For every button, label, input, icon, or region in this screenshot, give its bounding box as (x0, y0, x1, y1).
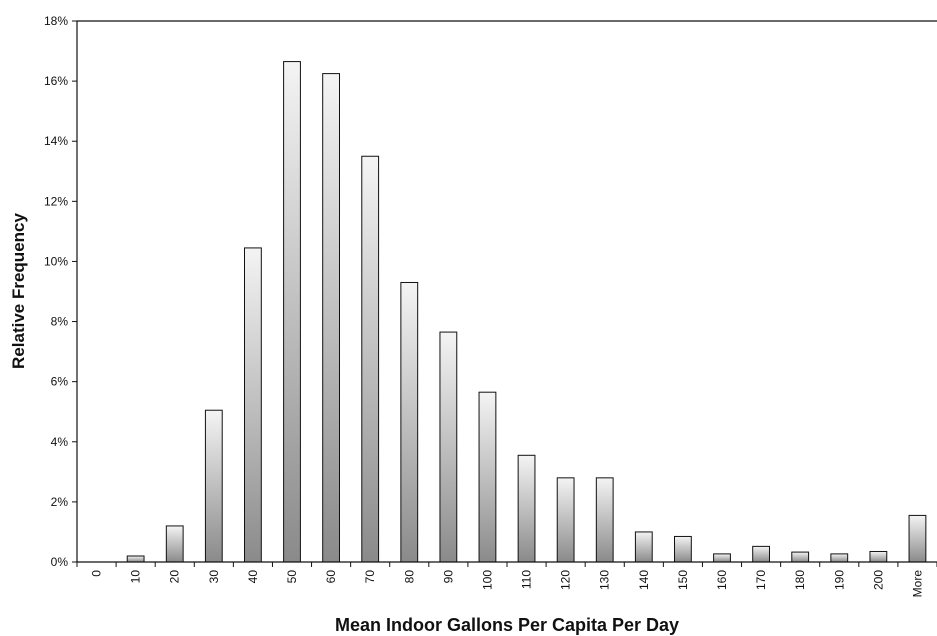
bar-70 (361, 155, 380, 563)
x-tick-label: 0 (90, 570, 104, 577)
y-tick-label: 6% (51, 375, 69, 389)
x-axis-title: Mean Indoor Gallons Per Capita Per Day (335, 615, 679, 635)
bar-More (908, 514, 927, 563)
bar-190 (830, 553, 849, 563)
y-axis-title: Relative Frequency (9, 213, 28, 369)
bar-20 (165, 525, 184, 563)
x-tick-label: 50 (285, 570, 299, 584)
x-tick-label: 170 (754, 570, 768, 590)
bar-110 (517, 454, 536, 563)
bar-160 (713, 553, 731, 563)
bar-170 (752, 545, 771, 563)
y-tick-label: 12% (44, 194, 68, 208)
x-tick-label: 180 (793, 570, 807, 590)
bar-90 (439, 331, 458, 563)
y-tick-label: 18% (44, 14, 68, 28)
y-tick-label: 8% (51, 315, 69, 329)
ticks-layer: 0% 2% 4% 6% 8% 10% 12% 14% 16% 18% 0 10 20 30 40 50 60 70… (44, 14, 937, 597)
x-tick-label: 30 (207, 570, 221, 584)
y-tick-label: 2% (51, 495, 69, 509)
x-tick-label: 130 (598, 570, 612, 590)
x-tick-label: 140 (637, 570, 651, 590)
x-tick-label: More (910, 570, 924, 598)
x-tick-label: 40 (246, 570, 260, 584)
y-tick-label: 10% (44, 254, 68, 268)
bar-30 (204, 409, 223, 563)
x-tick-label: 90 (441, 570, 455, 584)
bars-layer (126, 61, 927, 563)
x-tick-label: 20 (168, 570, 182, 584)
x-tick-label: 200 (871, 570, 885, 590)
x-tick-label: 150 (676, 570, 690, 590)
y-tick-label: 0% (51, 555, 69, 569)
bar-50 (283, 61, 301, 563)
x-tick-label: 10 (129, 570, 143, 584)
bar-60 (322, 73, 341, 563)
x-tick-label: 160 (715, 570, 729, 590)
x-tick-label: 70 (363, 570, 377, 584)
x-tick-label: 110 (520, 570, 534, 589)
bar-200 (869, 550, 888, 563)
bar-120 (556, 477, 575, 563)
x-tick-label: 60 (324, 570, 338, 584)
bar-100 (478, 391, 497, 563)
y-tick-label: 16% (44, 74, 68, 88)
bar-80 (400, 281, 419, 563)
bar-140 (634, 531, 653, 563)
x-tick-label: 100 (480, 570, 494, 590)
x-tick-label: 80 (402, 570, 416, 584)
bar-10 (126, 555, 145, 563)
bar-180 (791, 551, 810, 563)
x-tick-label: 120 (559, 570, 573, 590)
bar-130 (595, 477, 614, 563)
y-tick-label: 4% (51, 435, 69, 449)
bar-150 (674, 535, 692, 563)
y-tick-label: 14% (44, 134, 68, 148)
x-tick-label: 190 (832, 570, 846, 590)
bar-40 (244, 247, 262, 563)
